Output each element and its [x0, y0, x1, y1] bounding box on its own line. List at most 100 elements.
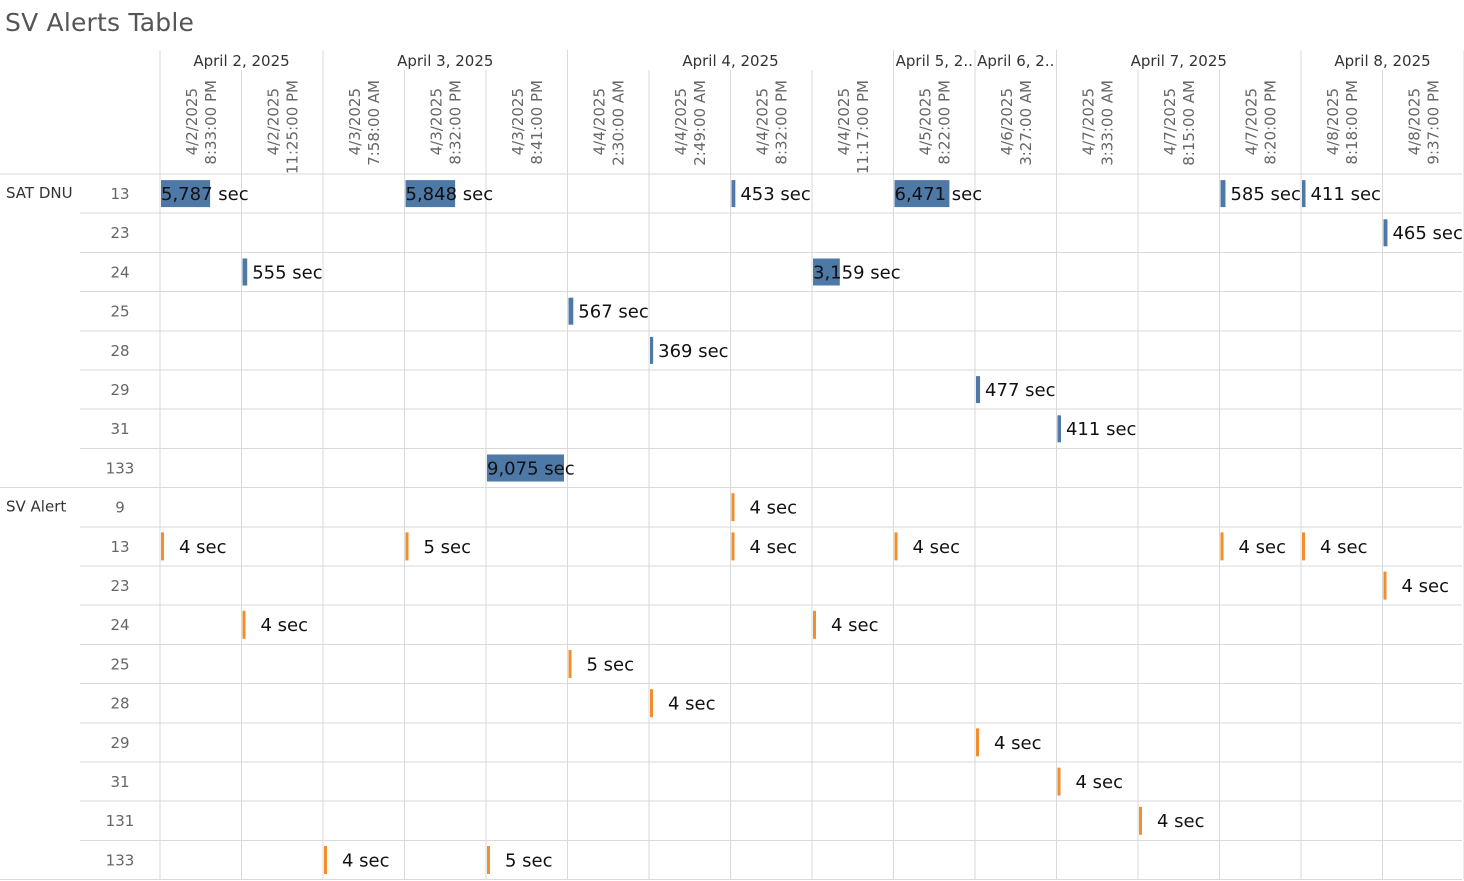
value-label: 477 sec: [985, 380, 1055, 401]
column-header-date: 4/4/2025: [590, 88, 608, 155]
row-label: 13: [110, 538, 129, 556]
column-header-time: 11:25:00 PM: [283, 80, 301, 174]
value-bar: [568, 650, 572, 678]
value-bar: [813, 610, 816, 639]
value-bar: [976, 728, 979, 757]
column-header-date: 4/5/2025: [916, 88, 934, 155]
value-label: 4 sec: [913, 537, 961, 558]
date-group-header: April 5, 2..: [896, 52, 973, 70]
page-title: SV Alerts Table: [5, 8, 195, 37]
value-bar: [1302, 180, 1306, 208]
group-label: SV Alert: [6, 498, 66, 516]
value-label: 4 sec: [1402, 576, 1450, 597]
column-header-time: 2:30:00 AM: [609, 80, 627, 166]
column-header-date: 4/2/2025: [264, 88, 282, 155]
column-header-date: 4/3/2025: [427, 88, 445, 155]
row-label: 25: [110, 303, 129, 321]
date-group-header: April 3, 2025: [397, 52, 493, 70]
column-header-time: 2:49:00 AM: [691, 80, 709, 166]
column-header-time: 7:58:00 AM: [365, 80, 383, 166]
value-label: 4 sec: [261, 615, 309, 636]
value-label: 567 sec: [578, 302, 648, 323]
column-header-date: 4/4/2025: [672, 88, 690, 155]
column-header-date: 4/7/2025: [1242, 88, 1260, 155]
value-bar: [405, 532, 409, 561]
value-label: 5 sec: [587, 654, 635, 675]
column-header-date: 4/4/2025: [835, 88, 853, 155]
row-label: 31: [110, 773, 129, 791]
column-header-time: 8:33:00 PM: [202, 80, 220, 165]
value-bar: [242, 258, 248, 286]
value-label: 465 sec: [1392, 223, 1462, 244]
value-label: 5,787 sec: [161, 184, 249, 205]
column-header-time: 8:32:00 PM: [446, 80, 464, 165]
column-header-date: 4/3/2025: [509, 88, 527, 155]
column-header-time: 3:33:00 AM: [1098, 80, 1116, 166]
value-label: 4 sec: [179, 537, 227, 558]
value-label: 3,159 sec: [813, 262, 901, 283]
value-bar: [487, 846, 490, 874]
value-bar: [1383, 219, 1388, 247]
date-group-header: April 2, 2025: [193, 52, 289, 70]
value-label: 585 sec: [1230, 184, 1300, 205]
value-bar: [731, 532, 735, 561]
value-bar: [1139, 806, 1142, 835]
column-header-time: 8:22:00 PM: [935, 80, 953, 165]
value-bar: [568, 297, 574, 325]
value-bar: [324, 846, 327, 874]
column-header-time: 8:41:00 PM: [528, 80, 546, 165]
row-label: 131: [106, 812, 135, 830]
column-header-time: 8:15:00 AM: [1180, 80, 1198, 166]
value-bar: [731, 493, 735, 522]
group-label: SAT DNU: [6, 184, 73, 202]
date-group-header: April 8, 2025: [1334, 52, 1430, 70]
value-label: 6,471 sec: [895, 184, 983, 205]
value-bar: [161, 532, 164, 561]
date-group-header: April 4, 2025: [682, 52, 778, 70]
value-label: 4 sec: [750, 498, 798, 519]
value-label: 9,075 sec: [487, 458, 575, 479]
value-label: 411 sec: [1310, 184, 1380, 205]
value-bar: [1383, 571, 1387, 600]
row-label: 133: [106, 851, 135, 869]
row-label: 13: [110, 185, 129, 203]
value-label: 4 sec: [342, 850, 390, 871]
value-label: 5 sec: [505, 850, 553, 871]
table-cells: 5,787 sec 5,848 sec 453 sec 6,471 sec 585 se…: [161, 180, 1463, 874]
row-label: 133: [106, 459, 135, 477]
value-bar: [242, 610, 246, 639]
value-bar: [894, 532, 898, 561]
row-label: 9: [115, 499, 125, 517]
value-bar: [1057, 415, 1061, 443]
column-header-date: 4/3/2025: [346, 88, 364, 155]
value-label: 5 sec: [424, 537, 472, 558]
column-header-time: 11:17:00 PM: [854, 80, 872, 174]
value-label: 369 sec: [658, 341, 728, 362]
row-label: 25: [110, 655, 129, 673]
value-bar: [1302, 532, 1305, 561]
column-header-date: 4/8/2025: [1405, 88, 1423, 155]
value-label: 4 sec: [750, 537, 798, 558]
value-label: 4 sec: [668, 694, 716, 715]
column-header-date: 4/7/2025: [1161, 88, 1179, 155]
row-label: 23: [110, 577, 129, 595]
value-bar: [650, 689, 653, 718]
value-label: 4 sec: [1320, 537, 1368, 558]
column-header-time: 9:37:00 PM: [1424, 80, 1442, 165]
value-bar: [487, 454, 564, 482]
value-label: 4 sec: [831, 615, 879, 636]
value-label: 4 sec: [994, 733, 1042, 754]
column-header-date: 4/2/2025: [183, 88, 201, 155]
column-header-date: 4/8/2025: [1324, 88, 1342, 155]
row-label: 29: [110, 734, 129, 752]
date-group-header: April 6, 2..: [977, 52, 1054, 70]
value-bar: [1220, 532, 1224, 561]
value-label: 453 sec: [740, 184, 810, 205]
grid-lines: [0, 50, 1464, 881]
value-bar: [1220, 180, 1226, 208]
value-bar: [405, 180, 456, 208]
value-bar: [976, 376, 981, 404]
column-header-time: 3:27:00 AM: [1017, 80, 1035, 166]
value-bar: [894, 180, 950, 208]
